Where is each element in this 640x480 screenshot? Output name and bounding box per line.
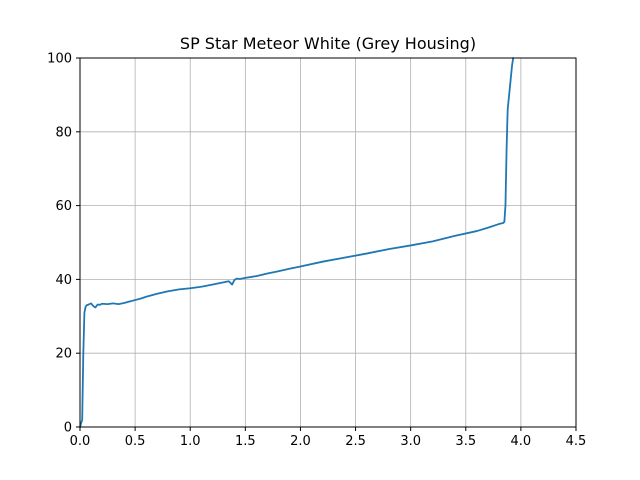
x-tick-label: 1.0: [180, 434, 201, 449]
x-tick-label: 4.5: [566, 434, 587, 449]
plot-area-frame: [79, 57, 577, 428]
x-tick-label: 0.0: [70, 434, 91, 449]
y-tick-label: 20: [55, 347, 72, 362]
y-tick-label: 100: [47, 52, 72, 67]
chart-title: SP Star Meteor White (Grey Housing): [180, 34, 476, 53]
x-tick-label: 4.0: [511, 434, 532, 449]
x-tick-label: 3.5: [455, 434, 476, 449]
series-line: [79, 57, 515, 428]
x-tick-label: 1.5: [235, 434, 256, 449]
x-tick-label: 2.5: [345, 434, 366, 449]
y-tick-label: 0: [64, 421, 72, 436]
x-tick-label: 3.0: [400, 434, 421, 449]
y-tick-label: 40: [55, 273, 72, 288]
axis-ticks: 0.0 0.5 1.0 1.5 2.0 2.5 3.0 3.5 4.0 4.5 0 20 40 60 80 1…: [47, 52, 586, 450]
series-layer: [79, 57, 515, 428]
x-tick-label: 0.5: [125, 434, 146, 449]
grid-lines: [79, 57, 577, 428]
y-tick-label: 80: [55, 125, 72, 140]
y-tick-label: 60: [55, 199, 72, 214]
x-tick-label: 2.0: [290, 434, 311, 449]
